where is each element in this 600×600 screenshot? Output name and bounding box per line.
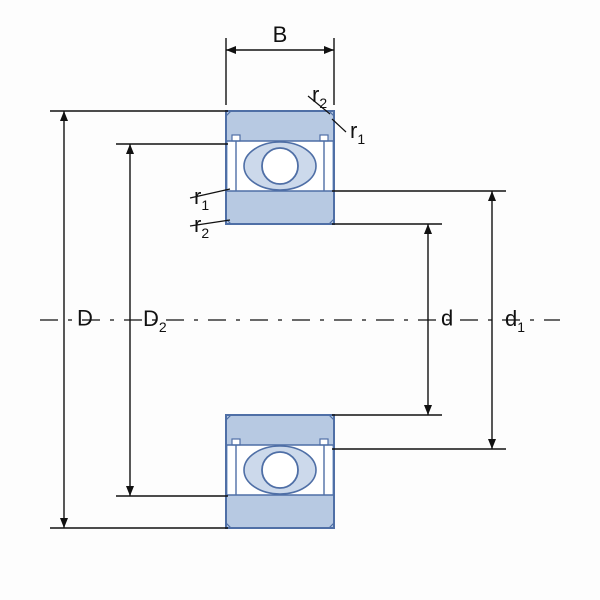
dim-label: d: [441, 306, 453, 331]
dim-label: r1: [350, 118, 365, 147]
dim-label: D2: [143, 306, 167, 335]
section-lower: [226, 415, 334, 528]
dim-label: r1: [194, 184, 209, 213]
dim-label: B: [273, 22, 288, 47]
bearing-diagram: BDD2dd1r2r1r1r2: [0, 0, 600, 600]
section-upper: [226, 111, 334, 224]
dim-label: r2: [194, 212, 209, 241]
dim-label: r2: [312, 82, 327, 111]
dim-label: d1: [505, 306, 525, 335]
dim-label: D: [77, 306, 93, 331]
